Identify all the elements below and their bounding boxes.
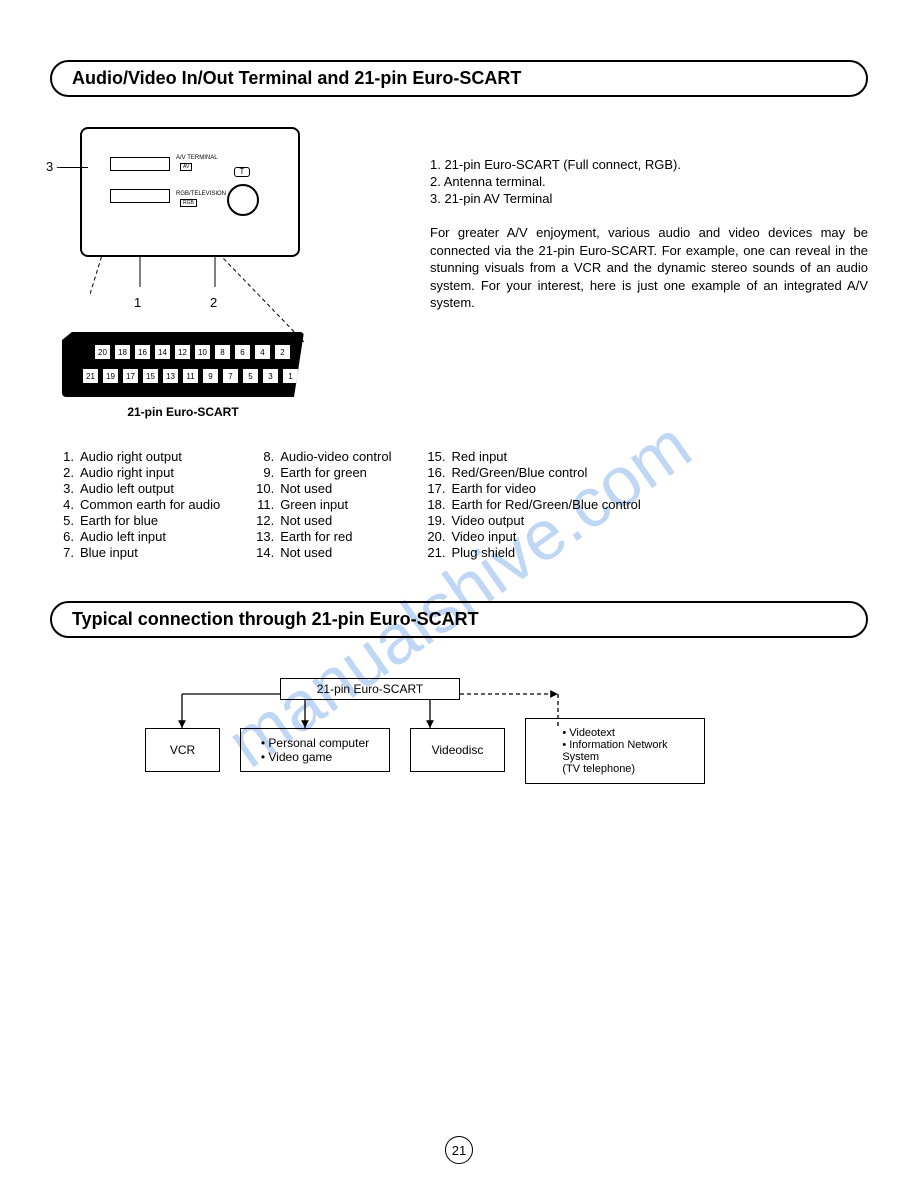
t-icon: T xyxy=(234,167,250,177)
pin-21: 21 xyxy=(82,368,99,384)
rgb-terminal-label: RGB/TELEVISION xyxy=(176,191,226,197)
legend-item: 7.Blue input xyxy=(50,545,220,560)
pin-10: 10 xyxy=(194,344,211,360)
page-number: 21 xyxy=(445,1136,473,1164)
pin-legend-col2: 8.Audio-video control 9.Earth for green … xyxy=(250,449,391,561)
antenna-port xyxy=(227,184,259,216)
legend-item: 12.Not used xyxy=(250,513,391,528)
pin-legend-col1: 1.Audio right output 2.Audio right input… xyxy=(50,449,220,561)
box-main: 21-pin Euro-SCART xyxy=(280,678,460,700)
pin-7: 7 xyxy=(222,368,239,384)
page-content: Audio/Video In/Out Terminal and 21-pin E… xyxy=(0,0,918,868)
pin-5: 5 xyxy=(242,368,259,384)
legend-item: 21.Plug shield xyxy=(421,545,640,560)
legend-item: 13.Earth for red xyxy=(250,529,391,544)
legend-item: 5.Earth for blue xyxy=(50,513,220,528)
terminal-info-list: 1. 21-pin Euro-SCART (Full connect, RGB)… xyxy=(430,157,868,206)
legend-item: 6.Audio left input xyxy=(50,529,220,544)
pin-1: 1 xyxy=(282,368,299,384)
pin-row-top: 20 18 16 14 12 10 8 6 4 2 xyxy=(94,344,291,360)
legend-item: 19.Video output xyxy=(421,513,640,528)
section-header-1: Audio/Video In/Out Terminal and 21-pin E… xyxy=(50,60,868,97)
legend-item: 17.Earth for video xyxy=(421,481,640,496)
legend-item: 18.Earth for Red/Green/Blue control xyxy=(421,497,640,512)
legend-item: 20.Video input xyxy=(421,529,640,544)
legend-item: 11.Green input xyxy=(250,497,391,512)
tv-diagram-column: 3 — A/V TERMINAL AV RGB/TELEVISION RGB T… xyxy=(50,127,390,419)
legend-item: 15.Red input xyxy=(421,449,640,464)
legend-item: 16.Red/Green/Blue control xyxy=(421,465,640,480)
pin-18: 18 xyxy=(114,344,131,360)
pin-2: 2 xyxy=(274,344,291,360)
pin-16: 16 xyxy=(134,344,151,360)
pin-13: 13 xyxy=(162,368,179,384)
legend-item: 4.Common earth for audio xyxy=(50,497,220,512)
pin-19: 19 xyxy=(102,368,119,384)
top-section: 3 — A/V TERMINAL AV RGB/TELEVISION RGB T… xyxy=(50,127,868,419)
av-sublabel: AV xyxy=(180,163,192,171)
pin-15: 15 xyxy=(142,368,159,384)
info-item-3: 3. 21-pin AV Terminal xyxy=(430,191,868,206)
rgb-sublabel: RGB xyxy=(180,199,197,207)
legend-item: 10.Not used xyxy=(250,481,391,496)
pin-row-bottom: 21 19 17 15 13 11 9 7 5 3 1 xyxy=(82,368,299,384)
legend-item: 14.Not used xyxy=(250,545,391,560)
legend-item: 8.Audio-video control xyxy=(250,449,391,464)
callout-1: 1 xyxy=(134,295,141,310)
legend-item: 9.Earth for green xyxy=(250,465,391,480)
av-terminal-slot xyxy=(110,157,170,171)
pin-17: 17 xyxy=(122,368,139,384)
scart-label: 21-pin Euro-SCART xyxy=(62,405,304,419)
pin-6: 6 xyxy=(234,344,251,360)
pin-4: 4 xyxy=(254,344,271,360)
pin-3: 3 xyxy=(262,368,279,384)
tv-back-panel: A/V TERMINAL AV RGB/TELEVISION RGB T xyxy=(80,127,300,257)
info-item-2: 2. Antenna terminal. xyxy=(430,174,868,189)
callout-2: 2 xyxy=(210,295,217,310)
box-vcr: VCR xyxy=(145,728,220,772)
description-paragraph: For greater A/V enjoyment, various audio… xyxy=(430,224,868,312)
info-item-1: 1. 21-pin Euro-SCART (Full connect, RGB)… xyxy=(430,157,868,172)
pin-11: 11 xyxy=(182,368,199,384)
pin-8: 8 xyxy=(214,344,231,360)
callout-3: 3 — xyxy=(46,159,70,174)
info-column: 1. 21-pin Euro-SCART (Full connect, RGB)… xyxy=(430,127,868,419)
pin-9: 9 xyxy=(202,368,219,384)
legend-item: 3.Audio left output xyxy=(50,481,220,496)
connection-diagram: 21-pin Euro-SCART VCR • Personal compute… xyxy=(90,668,868,808)
legend-item: 1.Audio right output xyxy=(50,449,220,464)
av-terminal-label: A/V TERMINAL xyxy=(176,155,218,161)
box-videodisc: Videodisc xyxy=(410,728,505,772)
box-videotext: • Videotext • Information Network System… xyxy=(525,718,705,784)
box-pc: • Personal computer • Video game xyxy=(240,728,390,772)
pin-legend: 1.Audio right output 2.Audio right input… xyxy=(50,449,868,561)
rgb-terminal-slot xyxy=(110,189,170,203)
pin-12: 12 xyxy=(174,344,191,360)
scart-connector-diagram: 20 18 16 14 12 10 8 6 4 2 21 19 17 15 13 xyxy=(62,332,304,397)
pin-20: 20 xyxy=(94,344,111,360)
pin-legend-col3: 15.Red input 16.Red/Green/Blue control 1… xyxy=(421,449,640,561)
pin-14: 14 xyxy=(154,344,171,360)
section-header-2: Typical connection through 21-pin Euro-S… xyxy=(50,601,868,638)
legend-item: 2.Audio right input xyxy=(50,465,220,480)
